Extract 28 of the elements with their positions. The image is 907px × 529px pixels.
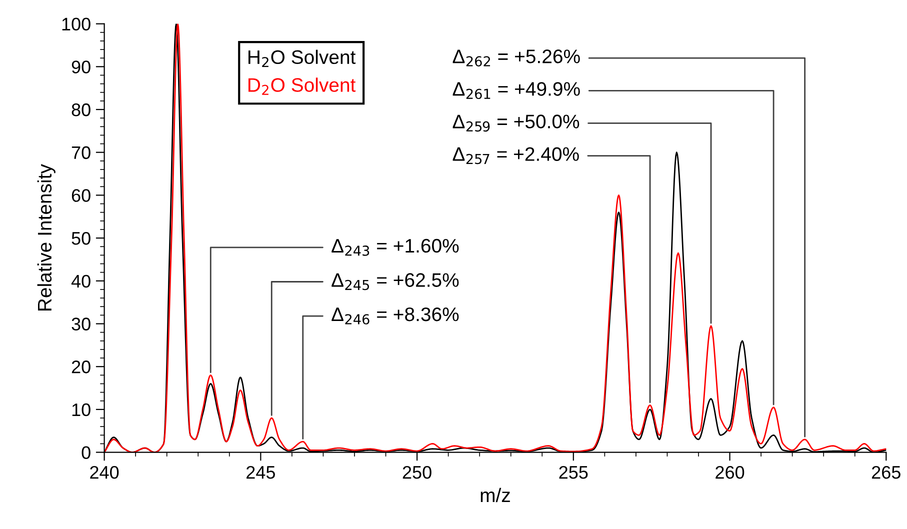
annotation: Δ$_{243}$ = +1.60% xyxy=(332,238,459,256)
annotation: Δ$_{259}$ = +50.0% xyxy=(452,114,580,132)
annotation: Δ$_{246}$ = +8.36% xyxy=(332,307,459,324)
annotation: Δ$_{257}$ = +2.40% xyxy=(452,147,579,164)
x-tick-label: 240 xyxy=(90,466,119,479)
x-tick-label: 260 xyxy=(716,466,744,479)
annotation: Δ$_{262}$ = +5.26% xyxy=(452,50,580,66)
y-tick-label: 100 xyxy=(62,18,90,31)
annotation: Δ$_{245}$ = +62.5% xyxy=(332,273,459,290)
text: H$_{2}$O Solvent xyxy=(248,50,356,68)
text: D$_{2}$O Solvent xyxy=(248,78,356,95)
x-tick-label: 255 xyxy=(559,466,588,479)
y-axis-title: Relative Intensity xyxy=(37,164,56,310)
y-tick-label: 40 xyxy=(71,274,90,288)
y-tick-label: 80 xyxy=(72,103,90,116)
x-tick-label: 250 xyxy=(402,466,432,479)
y-tick-label: 0 xyxy=(82,446,90,460)
x-tick-label: 245 xyxy=(246,466,275,479)
y-tick-label: 50 xyxy=(72,232,90,245)
y-tick-label: 30 xyxy=(72,318,90,330)
y-tick-label: 90 xyxy=(72,60,90,74)
y-tick-label: 60 xyxy=(72,189,90,202)
x-tick-label: 265 xyxy=(872,466,900,479)
x-axis-title: m/z xyxy=(480,488,510,502)
annotation: Δ$_{261}$ = +49.9% xyxy=(452,82,580,100)
y-tick-label: 20 xyxy=(72,360,90,374)
y-tick-label: 70 xyxy=(72,146,90,160)
y-tick-label: 10 xyxy=(72,403,90,416)
